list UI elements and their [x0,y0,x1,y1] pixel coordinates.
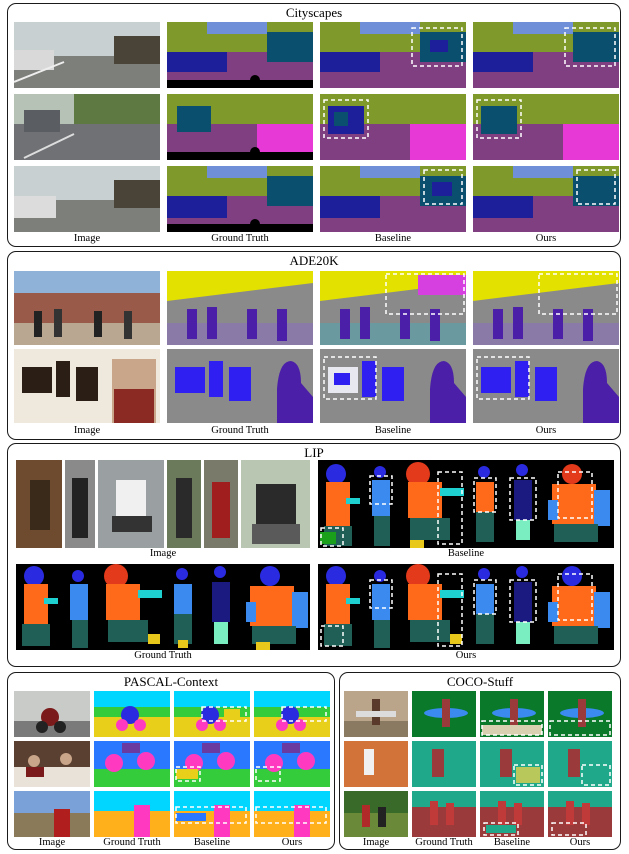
cityscapes-ours-2 [473,94,619,160]
ade20k-ours-1 [473,271,619,345]
caption-baseline: Baseline [374,425,412,436]
pascal-ours-2 [254,741,330,787]
caption-image: Image [149,548,177,559]
caption-baseline: Baseline [374,233,412,244]
cityscapes-baseline-2 [320,94,466,160]
pascal-gt-1 [94,691,170,737]
coco-baseline-3 [480,791,544,837]
caption-ground-truth: Ground Truth [134,650,192,661]
caption-ours: Ours [455,650,477,661]
ade20k-ours-2 [473,349,619,423]
coco-gt-3 [412,791,476,837]
coco-image-2 [344,741,408,787]
ade20k-image-2 [14,349,160,423]
cityscapes-panel: Cityscapes [7,3,621,247]
caption-image: Image [362,837,390,848]
cityscapes-gt-3 [167,166,313,232]
coco-gt-1 [412,691,476,737]
caption-image: Image [73,233,101,244]
cityscapes-baseline-3 [320,166,466,232]
coco-baseline-1 [480,691,544,737]
cityscapes-gt-1 [167,22,313,88]
panel-title: COCO-Stuff [446,674,514,689]
caption-image: Image [73,425,101,436]
pascal-ours-1 [254,691,330,737]
caption-ours: Ours [569,837,591,848]
caption-ground-truth: Ground Truth [103,837,161,848]
caption-ground-truth: Ground Truth [211,425,269,436]
caption-baseline: Baseline [447,548,485,559]
coco-baseline-2 [480,741,544,787]
ade20k-gt-2 [167,349,313,423]
pascal-gt-2 [94,741,170,787]
cityscapes-baseline-1 [320,22,466,88]
pascal-image-2 [14,741,90,787]
caption-ours: Ours [281,837,303,848]
cityscapes-ours-1 [473,22,619,88]
coco-ours-3 [548,791,612,837]
pascal-image-3 [14,791,90,837]
caption-ours: Ours [535,425,557,436]
panel-title: PASCAL-Context [123,674,219,689]
coco-gt-2 [412,741,476,787]
coco-stuff-panel: COCO-Stuff Image Ground Truth [339,672,621,850]
lip-ours [318,564,614,650]
coco-image-3 [344,791,408,837]
caption-baseline: Baseline [493,837,531,848]
coco-image-1 [344,691,408,737]
caption-image: Image [38,837,66,848]
caption-ground-truth: Ground Truth [415,837,473,848]
lip-images [16,460,310,548]
cityscapes-image-2 [14,94,160,160]
panel-title: Cityscapes [285,5,343,20]
coco-ours-1 [548,691,612,737]
cityscapes-image-3 [14,166,160,232]
cityscapes-ours-3 [473,166,619,232]
lip-ground-truth [16,564,310,650]
pascal-baseline-1 [174,691,250,737]
lip-baseline [318,460,614,548]
coco-ours-2 [548,741,612,787]
pascal-baseline-2 [174,741,250,787]
panel-title: LIP [304,445,324,460]
lip-panel: LIP Image Baseline [7,443,621,667]
ade20k-panel: ADE20K [7,251,621,440]
caption-ground-truth: Ground Truth [211,233,269,244]
pascal-context-panel: PASCAL-Context [7,672,335,850]
panel-title: ADE20K [289,253,339,268]
ade20k-baseline-2 [320,349,466,423]
pascal-baseline-3 [174,791,250,837]
cityscapes-gt-2 [167,94,313,160]
pascal-gt-3 [94,791,170,837]
ade20k-baseline-1 [320,271,466,345]
pascal-image-1 [14,691,90,737]
ade20k-image-1 [14,271,160,345]
pascal-ours-3 [254,791,330,837]
caption-ours: Ours [535,233,557,244]
caption-baseline: Baseline [193,837,231,848]
ade20k-gt-1 [167,271,313,345]
cityscapes-image-1 [14,22,160,88]
